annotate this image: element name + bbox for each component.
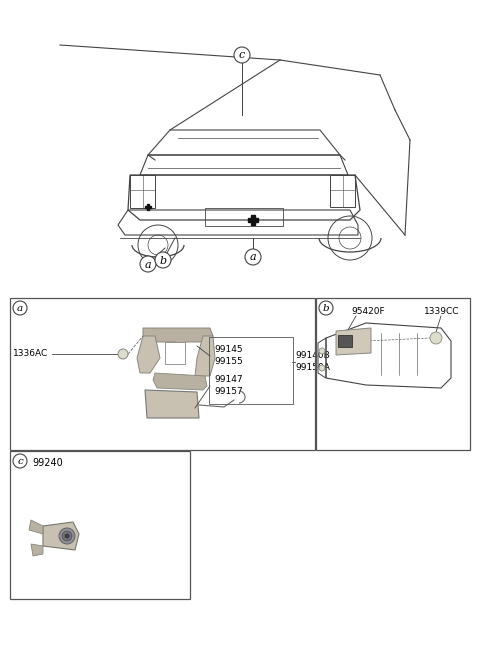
Circle shape xyxy=(234,47,250,63)
Circle shape xyxy=(155,252,171,268)
Text: c: c xyxy=(239,51,245,60)
Polygon shape xyxy=(336,328,371,355)
Text: 99240: 99240 xyxy=(32,458,63,468)
Circle shape xyxy=(118,349,128,359)
Text: 99150A: 99150A xyxy=(295,363,330,373)
Circle shape xyxy=(13,454,27,468)
FancyBboxPatch shape xyxy=(165,342,185,364)
FancyBboxPatch shape xyxy=(338,335,352,347)
Circle shape xyxy=(59,528,75,544)
Text: b: b xyxy=(323,304,329,313)
Circle shape xyxy=(140,256,156,272)
Polygon shape xyxy=(43,522,79,550)
Text: a: a xyxy=(250,253,256,262)
Text: 99140B: 99140B xyxy=(295,352,330,361)
Polygon shape xyxy=(137,336,160,373)
Text: 99147: 99147 xyxy=(214,375,242,384)
Text: 95420F: 95420F xyxy=(351,308,384,316)
Circle shape xyxy=(245,249,261,265)
Text: 99145: 99145 xyxy=(214,346,242,354)
Text: 1339CC: 1339CC xyxy=(424,308,459,316)
Text: a: a xyxy=(144,260,151,270)
Circle shape xyxy=(13,301,27,315)
Text: b: b xyxy=(159,255,167,266)
Circle shape xyxy=(62,531,72,541)
Circle shape xyxy=(319,348,325,354)
Circle shape xyxy=(319,365,325,371)
Circle shape xyxy=(319,301,333,315)
Circle shape xyxy=(65,534,69,538)
Circle shape xyxy=(430,332,442,344)
Polygon shape xyxy=(31,544,43,556)
Text: a: a xyxy=(17,304,23,313)
Polygon shape xyxy=(143,328,213,350)
Text: 99155: 99155 xyxy=(214,358,243,367)
Polygon shape xyxy=(195,336,215,376)
Text: 99157: 99157 xyxy=(214,388,243,396)
Text: 1336AC: 1336AC xyxy=(13,350,48,358)
Text: c: c xyxy=(17,457,23,466)
Polygon shape xyxy=(29,520,43,534)
Polygon shape xyxy=(153,373,207,390)
Polygon shape xyxy=(145,390,199,418)
